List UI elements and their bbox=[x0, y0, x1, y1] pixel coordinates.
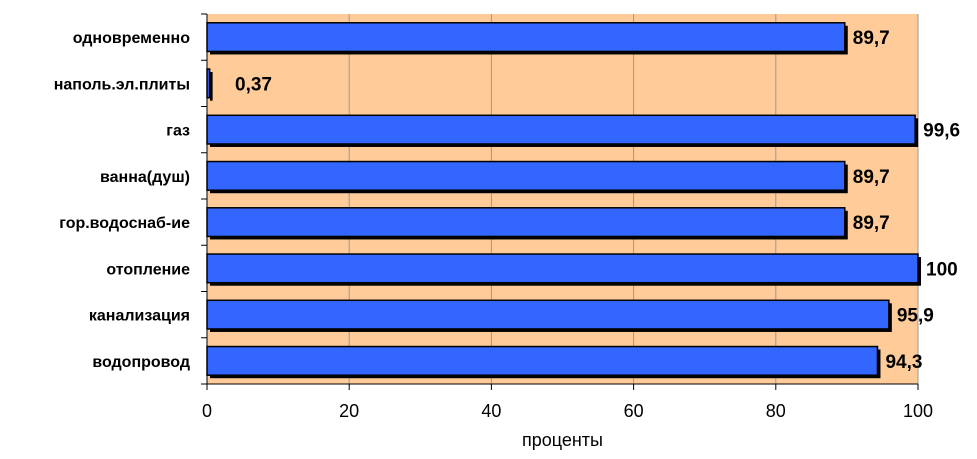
x-tick-label: 60 bbox=[624, 401, 644, 421]
category-label: одновременно bbox=[73, 30, 191, 47]
bar-shadow bbox=[210, 72, 213, 101]
category-label: водопровод bbox=[92, 354, 190, 371]
x-tick-label: 20 bbox=[339, 401, 359, 421]
bar-8 bbox=[206, 345, 879, 376]
x-tick-label: 0 bbox=[202, 401, 212, 421]
data-label: 94,3 bbox=[885, 352, 922, 373]
category-label: гор.водоснаб-ие bbox=[59, 215, 190, 232]
category-label: ванна(душ) bbox=[100, 169, 190, 186]
y-axis: одновременно наполь.эл.плиты газ ванна(душ)… bbox=[54, 13, 208, 385]
x-tick-label: 80 bbox=[766, 401, 786, 421]
bar-1 bbox=[206, 22, 846, 53]
bar-4 bbox=[206, 160, 846, 191]
bar-6 bbox=[206, 253, 919, 284]
data-label: 89,7 bbox=[853, 167, 890, 188]
x-tick-label: 100 bbox=[903, 401, 933, 421]
x-axis-title: проценты bbox=[522, 430, 603, 450]
data-label: 95,9 bbox=[897, 306, 934, 327]
bar-7 bbox=[206, 299, 890, 330]
bars-group: 89,7 0,37 99,6 89,7 89,7 100 95,9 94,3 bbox=[206, 22, 960, 379]
data-label: 89,7 bbox=[853, 28, 890, 49]
category-label: канализация bbox=[89, 308, 190, 325]
category-label: отопление bbox=[106, 261, 190, 278]
data-label: 99,6 bbox=[923, 121, 960, 142]
data-label: 89,7 bbox=[853, 213, 890, 234]
category-label: газ bbox=[166, 123, 190, 140]
x-axis: 0 20 40 60 80 100 bbox=[202, 383, 933, 421]
data-label: 0,37 bbox=[235, 74, 272, 95]
data-label: 100 bbox=[926, 259, 958, 280]
x-tick-label: 40 bbox=[481, 401, 501, 421]
bar-3 bbox=[206, 114, 916, 145]
category-label: наполь.эл.плиты bbox=[54, 76, 190, 93]
bar-5 bbox=[206, 207, 846, 238]
